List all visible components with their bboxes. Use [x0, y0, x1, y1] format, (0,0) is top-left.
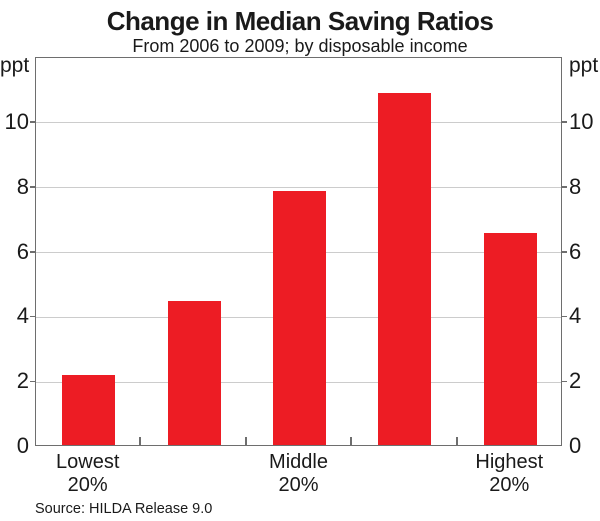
- right-axis-tick-4: [562, 315, 567, 318]
- ytick-right-2: 2: [569, 368, 582, 394]
- x-axis-boundary-tick-3: [350, 436, 353, 445]
- right-axis-tick-10: [562, 121, 567, 123]
- xcat-label-line: Lowest: [56, 451, 120, 473]
- chart-subtitle: From 2006 to 2009; by disposable income: [132, 36, 468, 56]
- left-axis-tick-6: [30, 251, 35, 253]
- bar-3: [273, 190, 326, 445]
- xcat-label-line: 20%: [67, 474, 108, 496]
- x-axis-boundary-tick-1: [139, 436, 142, 445]
- right-axis-tick-2: [562, 380, 567, 383]
- y-axis-unit-right: ppt: [569, 54, 599, 77]
- ytick-left-4: 4: [16, 303, 29, 329]
- left-axis-tick-4: [30, 315, 35, 318]
- plot-area: [35, 57, 562, 446]
- chart-title: Change in Median Saving Ratios: [106, 6, 494, 36]
- ytick-left-10: 10: [4, 108, 29, 134]
- gridline-y-8: [36, 187, 561, 189]
- y-axis-unit-left: ppt: [0, 54, 30, 77]
- xcat-label-line: Highest: [475, 451, 544, 473]
- bar-4: [378, 93, 432, 445]
- bar-1: [62, 375, 116, 445]
- ytick-right-0: 0: [569, 433, 582, 458]
- ytick-right-6: 6: [569, 238, 582, 264]
- bar-2: [167, 300, 221, 445]
- ytick-right-4: 4: [569, 303, 582, 329]
- ytick-left-0: 0: [16, 433, 29, 458]
- ytick-left-2: 2: [16, 368, 29, 394]
- ytick-left-6: 6: [16, 238, 29, 264]
- left-axis-tick-8: [30, 186, 35, 188]
- ytick-right-8: 8: [569, 173, 582, 199]
- left-axis-tick-2: [30, 380, 35, 383]
- ytick-left-8: 8: [16, 173, 29, 199]
- right-axis-tick-6: [562, 251, 567, 253]
- xcat-label-line: 20%: [278, 474, 319, 496]
- xcat-label-1: Lowest 20%: [18, 451, 158, 497]
- ytick-right-10: 10: [569, 108, 594, 134]
- xcat-label-5: Highest 20%: [439, 451, 579, 497]
- xcat-label-line: Middle: [269, 451, 328, 473]
- left-axis-tick-10: [30, 121, 35, 123]
- x-axis-boundary-tick-4: [455, 436, 458, 445]
- x-axis-boundary-tick-2: [244, 436, 247, 445]
- xcat-label-line: 20%: [489, 474, 530, 496]
- source-note: Source: HILDA Release 9.0: [35, 501, 213, 517]
- right-axis-tick-8: [562, 186, 567, 188]
- bar-5: [483, 232, 537, 445]
- xcat-label-3: Middle 20%: [229, 451, 369, 497]
- gridline-y-10: [36, 122, 561, 124]
